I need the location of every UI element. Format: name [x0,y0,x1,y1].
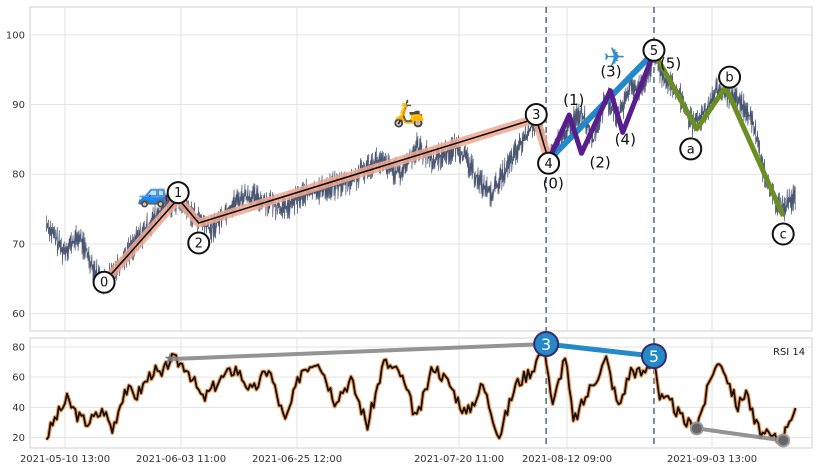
wave-label-circle [537,151,561,175]
rsi-y-tick-label: 40 [12,403,25,414]
sub-wave-label: (4) [615,130,636,148]
wave-label-circle [679,137,703,161]
rsi-divergence-line [169,342,547,362]
star-icon: ★ [164,351,177,367]
x-axis: 2021-05-10 13:00 2021-06-03 11:00 2021-06-… [20,454,757,465]
price-panel: 60 70 80 90 100 0 1 2 3 4 5 a b c (0) (1) (2) (3) (4) (5) 🚙 🛵… [6,6,813,332]
wave-label-circle [524,102,548,126]
wave-label-circle [187,231,211,255]
rsi-wave-label: 5 [649,347,659,366]
wave-label: c [780,228,787,243]
rsi-divergence-line [696,426,784,443]
rsi-y-tick-label: 60 [12,373,25,384]
impulse-wave-line [103,117,550,283]
wave-label: 3 [532,108,540,123]
rsi-wave-label-circle [533,331,560,358]
x-tick-label: 2021-06-25 12:00 [252,454,342,465]
price-frame [29,6,813,332]
price-y-tick-label: 60 [12,309,25,320]
rsi-frame [29,337,813,449]
wave-label: 0 [100,276,108,291]
wave-label: 4 [544,157,552,172]
airplane-icon: ✈ [604,43,626,73]
wave-label: b [725,71,733,86]
wave-label: 5 [650,44,658,59]
rsi-divergence-point [776,433,791,448]
sub-wave-line [546,51,657,162]
sub-wave-label: (0) [543,174,564,192]
rsi-series [45,342,797,446]
x-tick-label: 2021-05-10 13:00 [20,454,110,465]
price-y-tick-label: 80 [12,170,25,181]
sub-wave-label: (2) [590,153,611,171]
rsi-panel: 20 40 60 80 ★ 3 5 [12,331,813,449]
rsi-wave-label: 3 [541,335,551,354]
x-tick-label: 2021-06-03 11:00 [136,454,226,465]
rsi-legend: RSI 14 [773,347,805,358]
rsi-y-tick-label: 80 [12,343,25,354]
sub-wave-label: (5) [660,54,681,72]
rsi-y-tick-label: 20 [12,433,25,444]
car-icon: 🚙 [137,179,169,209]
x-tick-label: 2021-09-03 13:00 [667,454,757,465]
wave-label-circle [642,38,666,62]
rsi-wave-label-circle [640,343,667,370]
x-tick-label: 2021-07-20 11:00 [414,454,504,465]
rsi-divergence-point [689,421,704,436]
scooter-icon: 🛵 [392,99,424,129]
sub-wave-label: (3) [600,63,621,81]
x-tick-label: 2021-08-12 09:00 [522,454,612,465]
wave-label-circle [771,222,795,246]
wave-label-circle [718,65,742,89]
price-y-tick-label: 90 [12,100,25,111]
wave-label: 2 [195,237,203,252]
price-y-tick-label: 100 [6,30,25,41]
wave-label-circle [166,181,190,205]
wave-label-circle [92,270,116,294]
wave-label: a [687,142,695,157]
wave-label: 1 [174,186,182,201]
price-y-tick-label: 70 [12,239,25,250]
sub-wave-label: (1) [563,91,584,109]
correction-wave-line [651,51,786,218]
rsi-wave-3-5-line [545,341,655,359]
